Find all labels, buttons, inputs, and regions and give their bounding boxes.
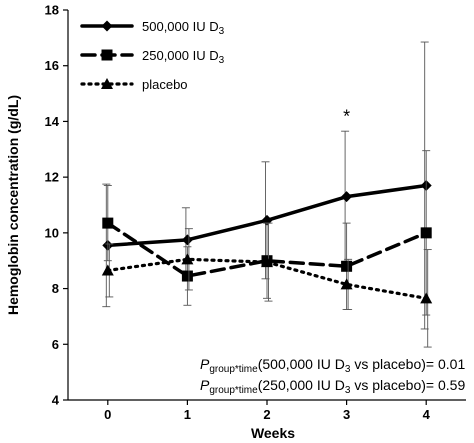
- data-point: [420, 292, 433, 304]
- legend-label-sub: 3: [219, 26, 225, 37]
- x-tick-label: 3: [343, 407, 350, 422]
- data-point: [420, 227, 432, 239]
- stat1-sub: group*time: [209, 364, 258, 375]
- axes: [67, 10, 466, 401]
- data-point: [261, 256, 273, 268]
- y-tick-label: 10: [45, 225, 59, 240]
- x-tick-label: 4: [423, 407, 431, 422]
- legend-label: placebo: [142, 77, 188, 92]
- stat2-sub: group*time: [209, 385, 258, 396]
- y-tick-label: 14: [45, 114, 60, 129]
- stat2-mid: (250,000 IU D: [258, 377, 345, 393]
- legend-label-text: 500,000 IU D: [142, 19, 219, 34]
- x-tick-label: 2: [263, 407, 270, 422]
- series-line: [106, 221, 428, 278]
- x-axis-title: Weeks: [251, 425, 295, 441]
- legend-marker: [101, 49, 113, 61]
- stat1-p: P: [200, 356, 210, 372]
- stat1-tail: vs placebo)= 0.01: [350, 356, 465, 372]
- legend-label-text: placebo: [142, 77, 188, 92]
- y-tick-label: 8: [52, 281, 59, 296]
- x-tick-label: 1: [184, 407, 191, 422]
- y-tick-label: 18: [45, 3, 59, 18]
- data-point: [341, 191, 353, 203]
- x-ticks: 0 1 2 3 4: [104, 400, 431, 422]
- data-point: [340, 278, 353, 290]
- y-axis-title: Hemoglobin concentration (g/dL): [5, 95, 21, 315]
- significance-star: *: [343, 106, 350, 126]
- stat1-sub2: 3: [345, 364, 351, 375]
- stat1-mid: (500,000 IU D: [258, 356, 345, 372]
- y-tick-label: 4: [52, 393, 60, 408]
- stat2-tail: vs placebo)= 0.59: [350, 377, 465, 393]
- stat-annotation-500k: Pgroup*time(500,000 IU D3 vs placebo)= 0…: [200, 356, 465, 375]
- y-ticks: 4 6 8 10 12 14 16 18: [45, 3, 68, 408]
- y-tick-label: 12: [45, 170, 59, 185]
- legend-marker: [101, 78, 113, 89]
- stat-annotation-250k: Pgroup*time(250,000 IU D3 vs placebo)= 0…: [200, 377, 465, 396]
- plot-area: [101, 41, 433, 348]
- data-point: [181, 270, 193, 282]
- stat2-p: P: [200, 377, 210, 393]
- legend-label: 500,000 IU D3: [142, 19, 225, 37]
- data-point: [101, 264, 114, 276]
- data-point: [102, 217, 114, 229]
- data-point: [181, 253, 194, 265]
- y-tick-label: 16: [45, 58, 59, 73]
- y-tick-label: 6: [52, 337, 59, 352]
- legend-label-sub: 3: [219, 55, 225, 66]
- x-tick-label: 0: [104, 407, 111, 422]
- series-2: [101, 222, 433, 348]
- stat2-sub2: 3: [345, 385, 351, 396]
- legend-label-text: 250,000 IU D: [142, 48, 219, 63]
- legend-label: 250,000 IU D3: [142, 48, 225, 66]
- data-point: [341, 260, 353, 272]
- data-point: [181, 234, 193, 246]
- legend-marker: [101, 20, 113, 32]
